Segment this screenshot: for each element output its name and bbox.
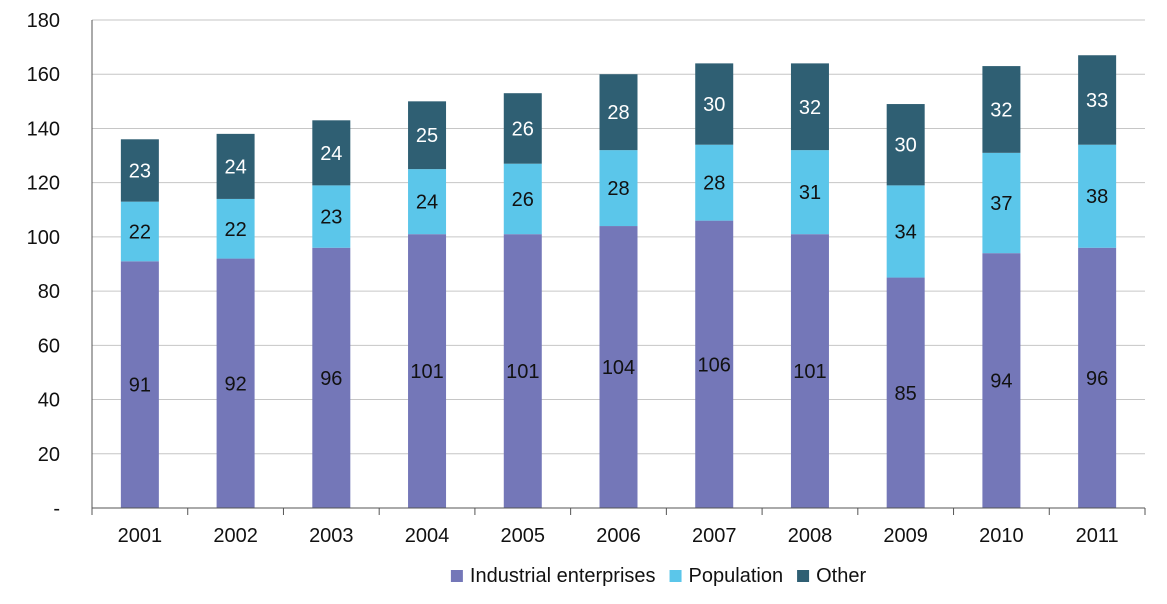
- x-tick-label: 2001: [118, 525, 163, 547]
- legend: Industrial enterprises Population Other: [450, 565, 866, 587]
- y-tick-label: 140: [27, 118, 60, 140]
- bar-segment: [599, 74, 638, 151]
- data-label: 32: [799, 97, 821, 119]
- x-tick-label: 2011: [1076, 525, 1119, 547]
- data-label: 23: [320, 207, 342, 229]
- data-label: 30: [895, 135, 917, 157]
- data-label: 24: [224, 156, 246, 178]
- data-label: 31: [799, 182, 821, 204]
- x-tick-label: 2005: [501, 525, 546, 547]
- bar-segment: [312, 120, 351, 186]
- data-label: 28: [607, 102, 629, 124]
- y-tick-label: 20: [38, 444, 60, 466]
- data-label: 28: [607, 178, 629, 200]
- data-label: 101: [410, 361, 443, 383]
- bar-segment: [695, 63, 734, 145]
- data-label: 34: [895, 221, 917, 243]
- data-label: 37: [990, 193, 1012, 215]
- x-tick-label: 2008: [788, 525, 833, 547]
- data-label: 104: [602, 357, 635, 379]
- x-tick-label: 2002: [213, 525, 258, 547]
- bar-segment: [695, 144, 734, 221]
- legend-swatch: [669, 570, 682, 582]
- bar-segment: [982, 152, 1021, 254]
- x-tick-label: 2006: [596, 525, 641, 547]
- bar-segment: [599, 226, 638, 509]
- data-label: 32: [990, 99, 1012, 121]
- bar-segment: [1078, 55, 1117, 145]
- bar-segment: [312, 247, 351, 508]
- data-label: 24: [320, 143, 342, 165]
- bar-segment: [120, 139, 159, 202]
- data-label: 96: [320, 368, 342, 390]
- bar-segment: [886, 277, 925, 508]
- data-label: 101: [506, 361, 539, 383]
- x-tick-label: 2009: [883, 525, 928, 547]
- y-tick-label: 60: [38, 335, 60, 357]
- bar-segment: [790, 150, 829, 235]
- bar-segment: [1078, 247, 1117, 508]
- data-label: 106: [698, 354, 731, 376]
- x-tick-label: 2007: [692, 525, 737, 547]
- bar-segment: [982, 253, 1021, 508]
- bar-segment: [216, 133, 255, 199]
- data-label: 96: [1086, 368, 1108, 390]
- legend-label: Population: [689, 565, 784, 587]
- data-label: 23: [129, 160, 151, 182]
- y-tick-label: 180: [27, 10, 60, 32]
- data-label: 22: [129, 221, 151, 243]
- x-tick-label: 2003: [309, 525, 354, 547]
- legend-swatch: [797, 570, 810, 582]
- legend-label: Industrial enterprises: [470, 565, 656, 587]
- axes: - 20 40 60 80 100 120 140 160 180 2001 2002 2003 2004…: [27, 10, 1146, 547]
- data-label: 101: [793, 361, 826, 383]
- legend-label: Other: [816, 565, 866, 587]
- y-tick-label: 40: [38, 390, 60, 412]
- legend-swatch: [450, 570, 463, 582]
- bar-segment: [408, 169, 447, 235]
- x-tick-label: 2010: [979, 525, 1024, 547]
- y-tick-label: 80: [38, 281, 60, 303]
- bar-segment: [216, 198, 255, 259]
- data-label: 30: [703, 94, 725, 116]
- bar-segment: [408, 234, 447, 508]
- data-label: 94: [990, 371, 1012, 393]
- y-tick-label: 160: [27, 64, 60, 86]
- bar-segment: [790, 234, 829, 508]
- bar-segment: [503, 163, 542, 235]
- data-label: 91: [129, 375, 151, 397]
- bar-segment: [886, 104, 925, 186]
- data-label: 25: [416, 125, 438, 147]
- bar-segment: [120, 261, 159, 508]
- bar-segment: [503, 234, 542, 508]
- bar-segment: [216, 258, 255, 508]
- y-tick-label: -: [53, 498, 60, 520]
- bar-segment: [982, 66, 1021, 153]
- bar-segment: [599, 150, 638, 227]
- bar-segment: [886, 185, 925, 278]
- data-label: 38: [1086, 186, 1108, 208]
- bar-segment: [312, 185, 351, 248]
- bar-segment: [408, 101, 447, 170]
- y-tick-label: 100: [27, 227, 60, 249]
- bar-segment: [695, 220, 734, 508]
- data-label: 92: [224, 373, 246, 395]
- data-label: 22: [224, 219, 246, 241]
- y-tick-label: 120: [27, 173, 60, 195]
- data-label: 24: [416, 192, 438, 214]
- x-tick-label: 2004: [405, 525, 450, 547]
- bar-segment: [790, 63, 829, 151]
- bars: [120, 55, 1117, 509]
- data-label: 26: [512, 189, 534, 211]
- data-label: 26: [512, 118, 534, 140]
- bar-segment: [1078, 144, 1117, 248]
- data-label: 85: [895, 383, 917, 405]
- data-label: 28: [703, 173, 725, 195]
- data-label: 33: [1086, 90, 1108, 112]
- data-labels: 91 22 23 92 22 24 96 23 24 101 24 25 101 26 26 104 28 28 1…: [129, 90, 1109, 405]
- bar-segment: [503, 93, 542, 164]
- bar-segment: [120, 201, 159, 262]
